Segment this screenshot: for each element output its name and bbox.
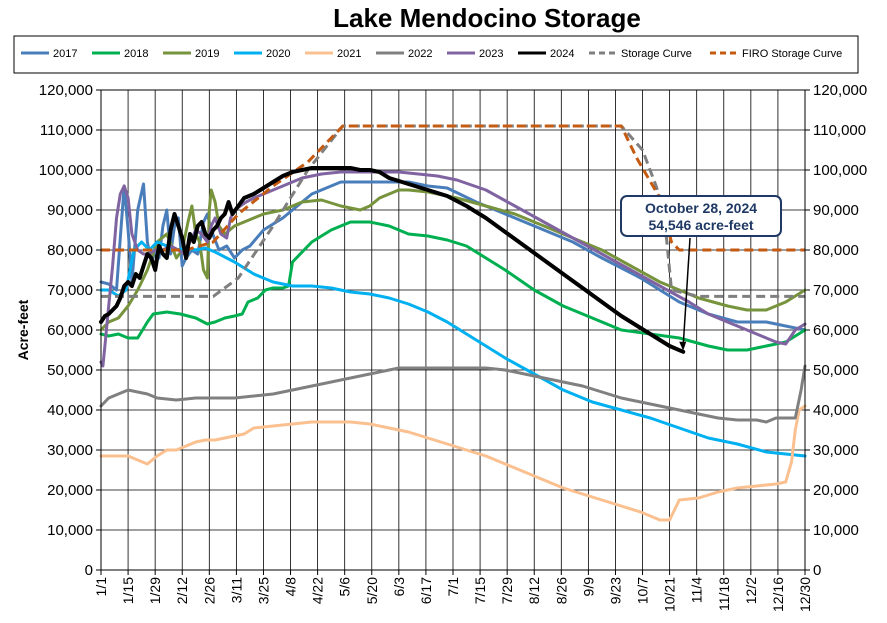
annotation-arrowhead [679, 341, 687, 351]
legend-label-2023: 2023 [479, 48, 503, 60]
y-tick-label-right: 110,000 [813, 122, 866, 139]
x-tick-label: 12/30 [797, 577, 813, 612]
y-tick-label-right: 100,000 [813, 162, 867, 179]
x-tick-label: 1/29 [147, 577, 163, 604]
x-tick-label: 12/16 [770, 577, 786, 612]
x-tick-label: 1/1 [93, 577, 109, 597]
y-tick-label: 10,000 [47, 522, 93, 539]
x-tick-label: 8/12 [526, 577, 542, 604]
x-tick-label: 9/9 [580, 577, 596, 597]
y-tick-label-right: 80,000 [813, 242, 859, 259]
x-tick-label: 10/21 [662, 577, 678, 612]
y-tick-label: 120,000 [39, 82, 93, 99]
legend: 2017 2018 2019 2020 2021 2022 2023 2024 Storage … [13, 35, 859, 74]
series-line-2019 [99, 188, 807, 332]
annotation-line1: October 28, 2024 [645, 200, 757, 216]
y-tick-label-right: 50,000 [813, 362, 859, 379]
legend-label-2022: 2022 [408, 48, 432, 60]
series-line-2022 [99, 364, 807, 424]
y-tick-label-right: 30,000 [813, 442, 859, 459]
x-tick-label: 3/25 [255, 577, 271, 604]
y-tick-label: 50,000 [47, 362, 93, 379]
y-tick-label: 100,000 [39, 162, 93, 179]
x-tick-label: 7/29 [499, 577, 515, 604]
x-tick-label: 9/23 [607, 577, 623, 604]
y-tick-label: 40,000 [47, 402, 93, 419]
x-tick-label: 6/17 [418, 577, 434, 604]
series-line-firo-storage-curve [101, 124, 805, 252]
series-line-2023 [99, 170, 807, 368]
y-tick-label-right: 20,000 [813, 482, 859, 499]
legend-label-2018: 2018 [124, 48, 148, 60]
x-tick-label: 10/7 [635, 577, 651, 604]
y-tick-label: 110,000 [40, 122, 93, 139]
x-tick-label: 3/11 [228, 577, 244, 603]
legend-label-2020: 2020 [266, 48, 290, 60]
x-tick-label: 1/15 [120, 577, 136, 604]
y-axis-left: 0 10,000 20,000 30,000 40,000 50,000 60,000 70,… [39, 82, 101, 579]
legend-label-storage-curve: Storage Curve [621, 48, 692, 60]
x-tick-label: 11/18 [716, 577, 732, 611]
x-tick-label: 12/2 [743, 577, 759, 604]
annotation-arrow [682, 237, 691, 346]
legend-label-2017: 2017 [53, 48, 77, 60]
legend-label-firo-storage-curve: FIRO Storage Curve [742, 48, 842, 60]
x-tick-label: 5/20 [364, 577, 380, 604]
legend-label-2019: 2019 [195, 48, 219, 60]
x-tick-label: 6/3 [391, 577, 407, 597]
y-tick-label: 80,000 [47, 242, 93, 259]
x-tick-label: 8/26 [553, 577, 569, 604]
x-tick-label: 7/1 [445, 577, 461, 597]
annotation-box [620, 195, 782, 237]
y-tick-label: 20,000 [47, 482, 93, 499]
y-tick-label-right: 120,000 [813, 82, 867, 99]
series-line-2018 [99, 220, 807, 352]
y-tick-label-right: 60,000 [813, 322, 859, 339]
x-tick-label: 4/22 [310, 577, 326, 604]
x-tick-label: 2/12 [174, 577, 190, 604]
series-line-2021 [99, 404, 807, 522]
y-tick-label-right: 70,000 [813, 282, 859, 299]
x-axis: 1/1 1/15 1/29 2/12 2/26 3/11 3/25 4/8 4/22 5/6 5/2… [93, 570, 813, 612]
legend-label-2024: 2024 [550, 48, 574, 60]
x-tick-label: 11/4 [689, 577, 705, 603]
chart-title: Lake Mendocino Storage [333, 3, 641, 33]
series-line-2020 [99, 240, 807, 458]
y-tick-label: 90,000 [47, 202, 93, 219]
y-tick-label: 70,000 [47, 282, 93, 299]
x-tick-label: 2/26 [201, 577, 217, 604]
annotation-line2: 54,546 acre-feet [648, 217, 753, 233]
y-tick-label-right: 90,000 [813, 202, 859, 219]
series-lines [99, 124, 807, 522]
x-tick-label: 4/8 [283, 577, 299, 597]
legend-label-2021: 2021 [337, 48, 361, 60]
x-tick-label: 7/15 [472, 577, 488, 604]
y-axis-right: 0 10,000 20,000 30,000 40,000 50,000 60,000 70,… [805, 82, 867, 579]
plot-border [100, 89, 806, 571]
series-line-2024 [99, 166, 686, 354]
y-tick-label: 0 [85, 562, 93, 579]
x-tick-label: 5/6 [337, 577, 353, 597]
y-axis-label: Acre-feet [15, 299, 31, 360]
annotation: October 28, 2024 54,546 acre-feet [620, 195, 782, 351]
y-tick-label-right: 0 [813, 562, 821, 579]
y-tick-label: 60,000 [47, 322, 93, 339]
y-tick-label: 30,000 [47, 442, 93, 459]
y-tick-label-right: 40,000 [813, 402, 859, 419]
y-tick-label-right: 10,000 [813, 522, 859, 539]
